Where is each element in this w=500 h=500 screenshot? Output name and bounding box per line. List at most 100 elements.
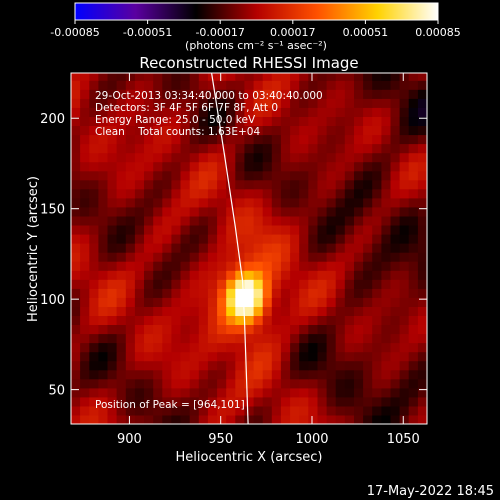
heatmap-cell [98, 270, 109, 280]
heatmap-cell [207, 98, 218, 108]
heatmap-cell [335, 324, 346, 335]
heatmap-cell [171, 297, 182, 307]
heatmap-cell [308, 234, 318, 244]
heatmap-cell [299, 179, 309, 190]
heatmap-cell [271, 197, 282, 208]
heatmap-cell [335, 170, 346, 181]
heatmap-cell [144, 270, 154, 280]
heatmap-cell [134, 243, 145, 253]
heatmap-cell [71, 243, 81, 253]
heatmap-cell [399, 369, 410, 380]
heatmap-cell [217, 143, 227, 154]
heatmap-cell [344, 360, 355, 371]
heatmap-cell [372, 315, 382, 325]
heatmap-cell [180, 89, 191, 99]
heatmap-cell [180, 279, 191, 289]
heatmap-cell [207, 152, 218, 163]
heatmap-cell [280, 152, 291, 163]
heatmap-cell [98, 369, 109, 380]
heatmap-cell [80, 396, 90, 407]
heatmap-cell [107, 143, 118, 154]
heatmap-cell [226, 215, 236, 226]
heatmap-cell [317, 134, 328, 145]
heatmap-cell [372, 89, 382, 99]
heatmap-cell [344, 415, 355, 424]
heatmap-cell [417, 116, 427, 126]
heatmap-cell [107, 170, 118, 181]
heatmap-cell [144, 152, 154, 163]
heatmap-cell [344, 369, 355, 380]
heatmap-cell [317, 415, 328, 424]
heatmap-cell [80, 270, 90, 280]
heatmap-cell [335, 161, 346, 172]
heatmap-cell [207, 80, 218, 90]
heatmap-cell [417, 206, 427, 217]
heatmap-cell [162, 243, 172, 253]
heatmap-cell [80, 351, 90, 362]
heatmap-cell [207, 297, 218, 307]
heatmap-cell [235, 188, 245, 199]
heatmap-cell [226, 315, 236, 325]
heatmap-cell [107, 279, 118, 289]
heatmap-cell [189, 342, 200, 353]
heatmap-cell [207, 387, 218, 398]
heatmap-cell [171, 261, 182, 271]
heatmap-cell [107, 415, 118, 424]
heatmap-cell [198, 179, 209, 190]
heatmap-cell [417, 243, 427, 253]
heatmap-cell [207, 360, 218, 371]
heatmap-cell [116, 315, 127, 325]
heatmap-cell [399, 252, 410, 262]
heatmap-cell [71, 225, 81, 235]
heatmap-cell [262, 116, 273, 126]
heatmap-cell [344, 98, 355, 108]
heatmap-cell [417, 125, 427, 136]
heatmap-cell [89, 306, 99, 316]
heatmap-cell [344, 197, 355, 208]
heatmap-cell [107, 225, 118, 235]
heatmap-cell [235, 161, 245, 172]
heatmap-cell [290, 270, 300, 280]
heatmap-cell [335, 73, 346, 81]
heatmap-cell [390, 396, 401, 407]
heatmap-cell [262, 234, 273, 244]
heatmap-cell [354, 179, 364, 190]
heatmap-cell [125, 351, 136, 362]
heatmap-cell [335, 143, 346, 154]
heatmap-cell [344, 342, 355, 353]
heatmap-cell [98, 107, 109, 117]
heatmap-cell [262, 279, 273, 289]
heatmap-cell [244, 188, 255, 199]
heatmap-cell [354, 351, 364, 362]
heatmap-cell [207, 324, 218, 335]
heatmap-cell [89, 324, 99, 335]
heatmap-cell [144, 333, 154, 344]
heatmap-cell [226, 360, 236, 371]
heatmap-cell [89, 234, 99, 244]
heatmap-cell [299, 369, 309, 380]
heatmap-cell [326, 315, 337, 325]
heatmap-cell [198, 215, 209, 226]
heatmap-cell [217, 179, 227, 190]
heatmap-cell [235, 297, 245, 307]
heatmap-cell [280, 306, 291, 316]
heatmap-cell [217, 333, 227, 344]
heatmap-cell [171, 143, 182, 154]
heatmap-cell [308, 270, 318, 280]
heatmap-cell [326, 197, 337, 208]
heatmap-cell [107, 405, 118, 416]
heatmap-cell [198, 73, 209, 81]
heatmap-cell [89, 206, 99, 217]
heatmap-cell [290, 415, 300, 424]
heatmap-cell [144, 215, 154, 226]
heatmap-cell [271, 279, 282, 289]
heatmap-cell [372, 387, 382, 398]
heatmap-cell [144, 342, 154, 353]
heatmap-cell [290, 197, 300, 208]
heatmap-cell [235, 252, 245, 262]
heatmap-cell [262, 188, 273, 199]
heatmap-cell [381, 405, 392, 416]
heatmap-cell [326, 279, 337, 289]
heatmap-cell [171, 98, 182, 108]
heatmap-cell [162, 288, 172, 298]
